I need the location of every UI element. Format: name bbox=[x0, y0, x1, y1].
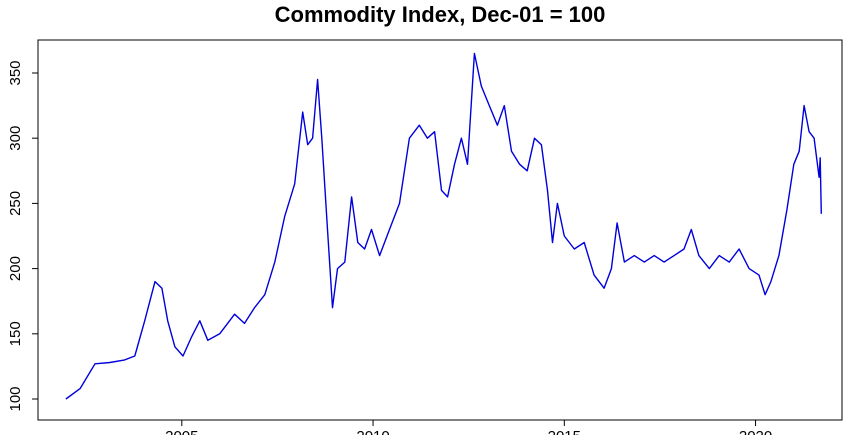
y-tick-label: 250 bbox=[7, 191, 24, 216]
y-tick-label: 200 bbox=[7, 256, 24, 281]
plot-frame bbox=[37, 39, 843, 421]
x-tick-label: 2010 bbox=[356, 428, 389, 435]
y-tick-label: 150 bbox=[7, 321, 24, 346]
chart-title: Commodity Index, Dec-01 = 100 bbox=[275, 2, 606, 27]
y-tick-label: 300 bbox=[7, 126, 24, 151]
x-tick-label: 2015 bbox=[548, 428, 581, 435]
series-line bbox=[65, 52, 822, 400]
y-tick-label: 350 bbox=[7, 60, 24, 85]
x-tick-label: 2020 bbox=[739, 428, 772, 435]
x-tick-label: 2005 bbox=[165, 428, 198, 435]
y-tick-label: 100 bbox=[7, 386, 24, 411]
